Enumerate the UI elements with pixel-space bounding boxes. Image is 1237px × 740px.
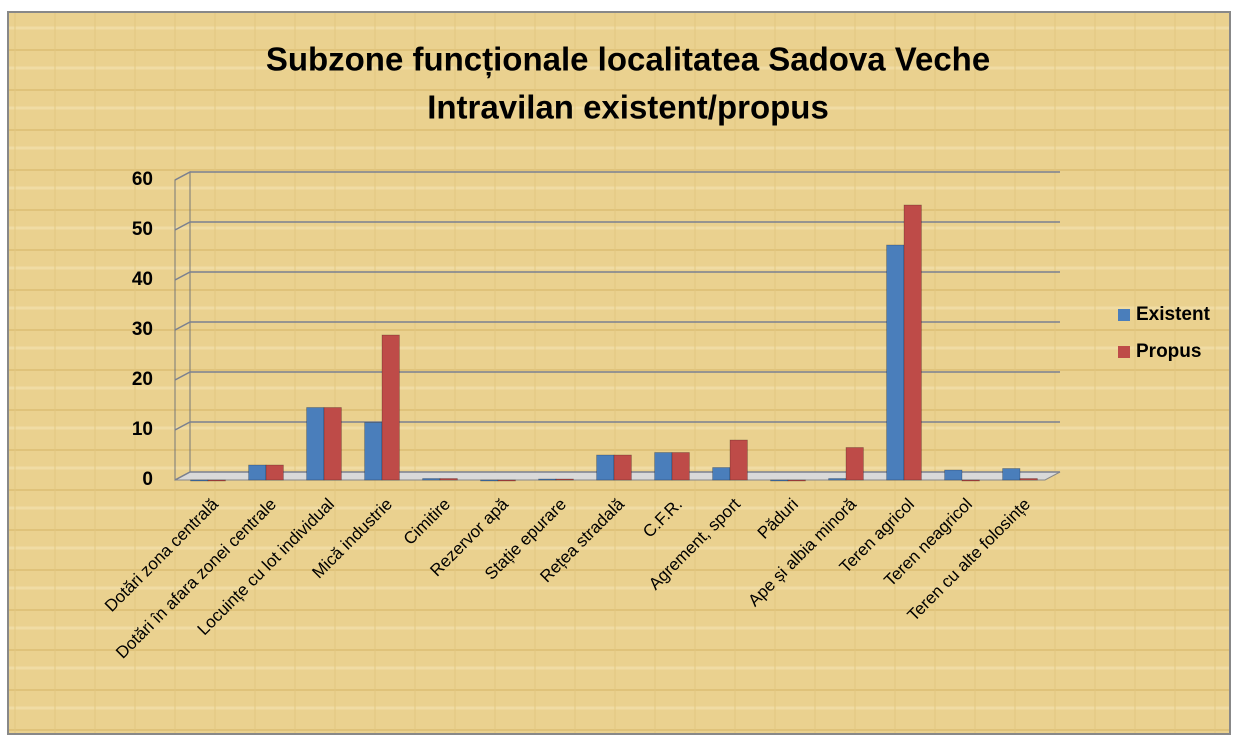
grid-line [174, 171, 1060, 181]
bar [787, 479, 806, 482]
grid-line [174, 271, 1060, 281]
legend-swatch [1118, 346, 1130, 358]
y-tick-label: 20 [132, 369, 153, 390]
background [7, 11, 1231, 735]
bar [654, 452, 673, 481]
bar [190, 479, 209, 482]
grid-line [174, 421, 1060, 431]
bar [381, 334, 400, 481]
y-tick-label: 60 [132, 169, 153, 190]
bar [961, 479, 980, 482]
grid-line [174, 471, 1060, 481]
bar [207, 479, 226, 482]
bar [671, 452, 690, 481]
bar [248, 464, 267, 481]
bar [1002, 468, 1021, 481]
bar [439, 478, 458, 481]
y-tick-label: 50 [132, 219, 153, 240]
bar [480, 479, 499, 482]
y-tick-label: 10 [132, 419, 153, 440]
bar [903, 204, 922, 481]
bar [828, 478, 847, 481]
bar [596, 454, 615, 481]
bar [613, 454, 632, 481]
legend-label: Existent [1136, 304, 1211, 325]
grid-line [174, 371, 1060, 381]
legend-swatch [1118, 309, 1130, 321]
bar [555, 478, 574, 481]
bar [422, 478, 441, 481]
bar [1019, 478, 1038, 481]
legend-label: Propus [1136, 341, 1201, 362]
bar [538, 478, 557, 481]
y-tick-label: 40 [132, 269, 153, 290]
bar [944, 469, 963, 481]
bar [323, 407, 342, 481]
chart-subtitle: Intravilan existent/propus [427, 89, 829, 126]
bar [265, 464, 284, 481]
bar [729, 439, 748, 481]
grid-line [174, 321, 1060, 331]
y-tick-label: 30 [132, 319, 153, 340]
bar [497, 479, 516, 482]
bar [364, 422, 383, 481]
bar [770, 479, 789, 482]
bar [712, 467, 731, 481]
y-tick-label: 0 [142, 469, 153, 490]
bar [845, 447, 864, 481]
grid-line [174, 221, 1060, 231]
chart-title: Subzone funcționale localitatea Sadova V… [266, 41, 990, 79]
bar [886, 244, 905, 481]
bar [306, 407, 325, 481]
